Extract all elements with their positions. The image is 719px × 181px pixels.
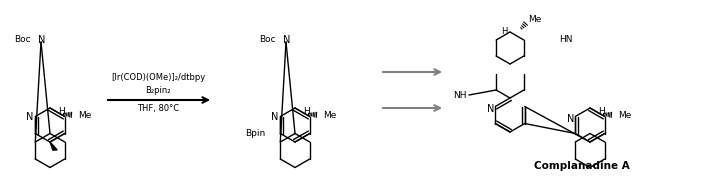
Text: N: N	[271, 113, 278, 123]
Text: Me: Me	[323, 110, 336, 119]
Polygon shape	[50, 142, 57, 150]
Text: Me: Me	[618, 110, 631, 119]
Text: H: H	[502, 28, 508, 37]
Text: H: H	[598, 108, 605, 117]
Text: NH: NH	[454, 90, 467, 100]
Text: H: H	[303, 108, 310, 117]
Text: Complanadine A: Complanadine A	[534, 161, 630, 171]
Text: HN: HN	[559, 35, 573, 45]
Text: Bpin: Bpin	[245, 129, 265, 138]
Text: Boc: Boc	[260, 35, 276, 45]
Text: Me: Me	[528, 16, 541, 24]
Text: N: N	[567, 113, 574, 123]
Text: H: H	[58, 108, 65, 117]
Text: N: N	[38, 35, 45, 45]
Text: Me: Me	[78, 110, 91, 119]
Text: B₂pin₂: B₂pin₂	[145, 85, 170, 94]
Text: N: N	[26, 113, 33, 123]
Text: Boc: Boc	[14, 35, 31, 45]
Text: N: N	[283, 35, 290, 45]
Text: N: N	[487, 104, 494, 113]
Text: [Ir(COD)(OMe)]₂/dtbpy: [Ir(COD)(OMe)]₂/dtbpy	[111, 73, 205, 83]
Text: THF, 80°C: THF, 80°C	[137, 104, 179, 113]
